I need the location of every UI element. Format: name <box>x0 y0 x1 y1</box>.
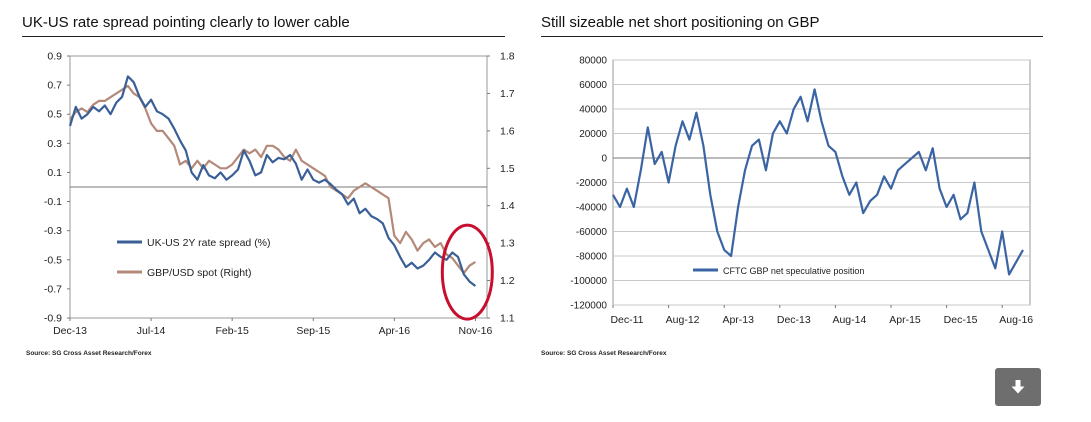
left-chart: 0.9 0.7 0.5 0.3 0.1 -0.1 -0.3 -0.5 -0.7 -0.9 1.8 1.… <box>44 51 515 338</box>
x-tick-label: Dec-15 <box>944 314 978 326</box>
right-chart-source: Source: SG Cross Asset Research/Forex <box>541 350 667 357</box>
x-tick-label: Aug-14 <box>832 314 866 326</box>
y-left-tick-label: -0.3 <box>44 225 62 237</box>
y-left-tick-label: 0.3 <box>47 138 62 150</box>
y-tick-label: 40000 <box>579 105 607 116</box>
right-chart-title: Still sizeable net short positioning on … <box>541 14 820 31</box>
series-line-cftc <box>612 88 1024 276</box>
y-left-tick-label: 0.1 <box>47 167 62 179</box>
x-tick-label: Jul-14 <box>137 325 166 337</box>
legend-label: CFTC GBP net speculative position <box>723 266 864 276</box>
y-right-tick-label: 1.2 <box>500 275 515 287</box>
y-left-tick-label: 0.7 <box>47 80 62 92</box>
y-right-tick-label: 1.3 <box>500 238 515 250</box>
y-tick-label: 20000 <box>579 129 607 140</box>
y-tick-label: 80000 <box>579 56 607 67</box>
y-right-tick-label: 1.7 <box>500 88 515 100</box>
left-title-rule <box>22 36 505 37</box>
y-right-tick-label: 1.8 <box>500 51 515 63</box>
x-tick-label: Aug-16 <box>999 314 1033 326</box>
y-right-tick-label: 1.1 <box>500 313 515 325</box>
right-chart: 80000 60000 40000 20000 0 -20000 -40000 -60000 -… <box>570 56 1033 327</box>
y-tick-label: -20000 <box>576 178 608 189</box>
y-left-tick-label: -0.5 <box>44 254 62 266</box>
y-right-tick-label: 1.6 <box>500 125 515 137</box>
series-line-spread <box>68 75 477 287</box>
y-tick-label: -80000 <box>576 252 608 263</box>
x-tick-label: Feb-15 <box>216 325 249 337</box>
x-tick-label: Sep-15 <box>296 325 330 337</box>
series-line-gbpusd <box>69 84 476 275</box>
y-tick-label: -120000 <box>570 301 607 312</box>
x-tick-label: Dec-13 <box>53 325 87 337</box>
right-title-rule <box>541 36 1043 37</box>
x-tick-label: Apr-15 <box>889 314 921 326</box>
x-tick-label: Nov-16 <box>458 325 492 337</box>
x-tick-label: Apr-16 <box>379 325 411 337</box>
y-tick-label: -100000 <box>570 276 607 287</box>
y-left-tick-label: 0.5 <box>47 109 62 121</box>
x-tick-label: Apr-13 <box>722 314 754 326</box>
y-tick-label: 0 <box>601 154 607 165</box>
highlight-circle <box>440 223 494 321</box>
legend-label: GBP/USD spot (Right) <box>147 267 251 279</box>
left-chart-title: UK-US rate spread pointing clearly to lo… <box>22 14 350 31</box>
y-right-tick-label: 1.4 <box>500 200 515 212</box>
y-right-tick-label: 1.5 <box>500 163 515 175</box>
y-tick-label: -60000 <box>576 227 608 238</box>
x-tick-label: Dec-11 <box>610 314 643 326</box>
download-arrow-icon <box>1011 380 1025 394</box>
y-left-tick-label: -0.1 <box>44 196 62 208</box>
legend-label: UK-US 2Y rate spread (%) <box>147 237 271 249</box>
x-tick-label: Dec-13 <box>777 314 811 326</box>
y-left-tick-label: -0.9 <box>44 313 62 325</box>
download-button[interactable] <box>995 368 1041 406</box>
y-left-tick-label: -0.7 <box>44 283 62 295</box>
x-tick-label: Aug-12 <box>666 314 700 326</box>
left-chart-source: Source: SG Cross Asset Research/Forex <box>26 350 152 357</box>
y-tick-label: -40000 <box>576 203 608 214</box>
y-tick-label: 60000 <box>579 80 607 91</box>
y-left-tick-label: 0.9 <box>47 51 62 63</box>
